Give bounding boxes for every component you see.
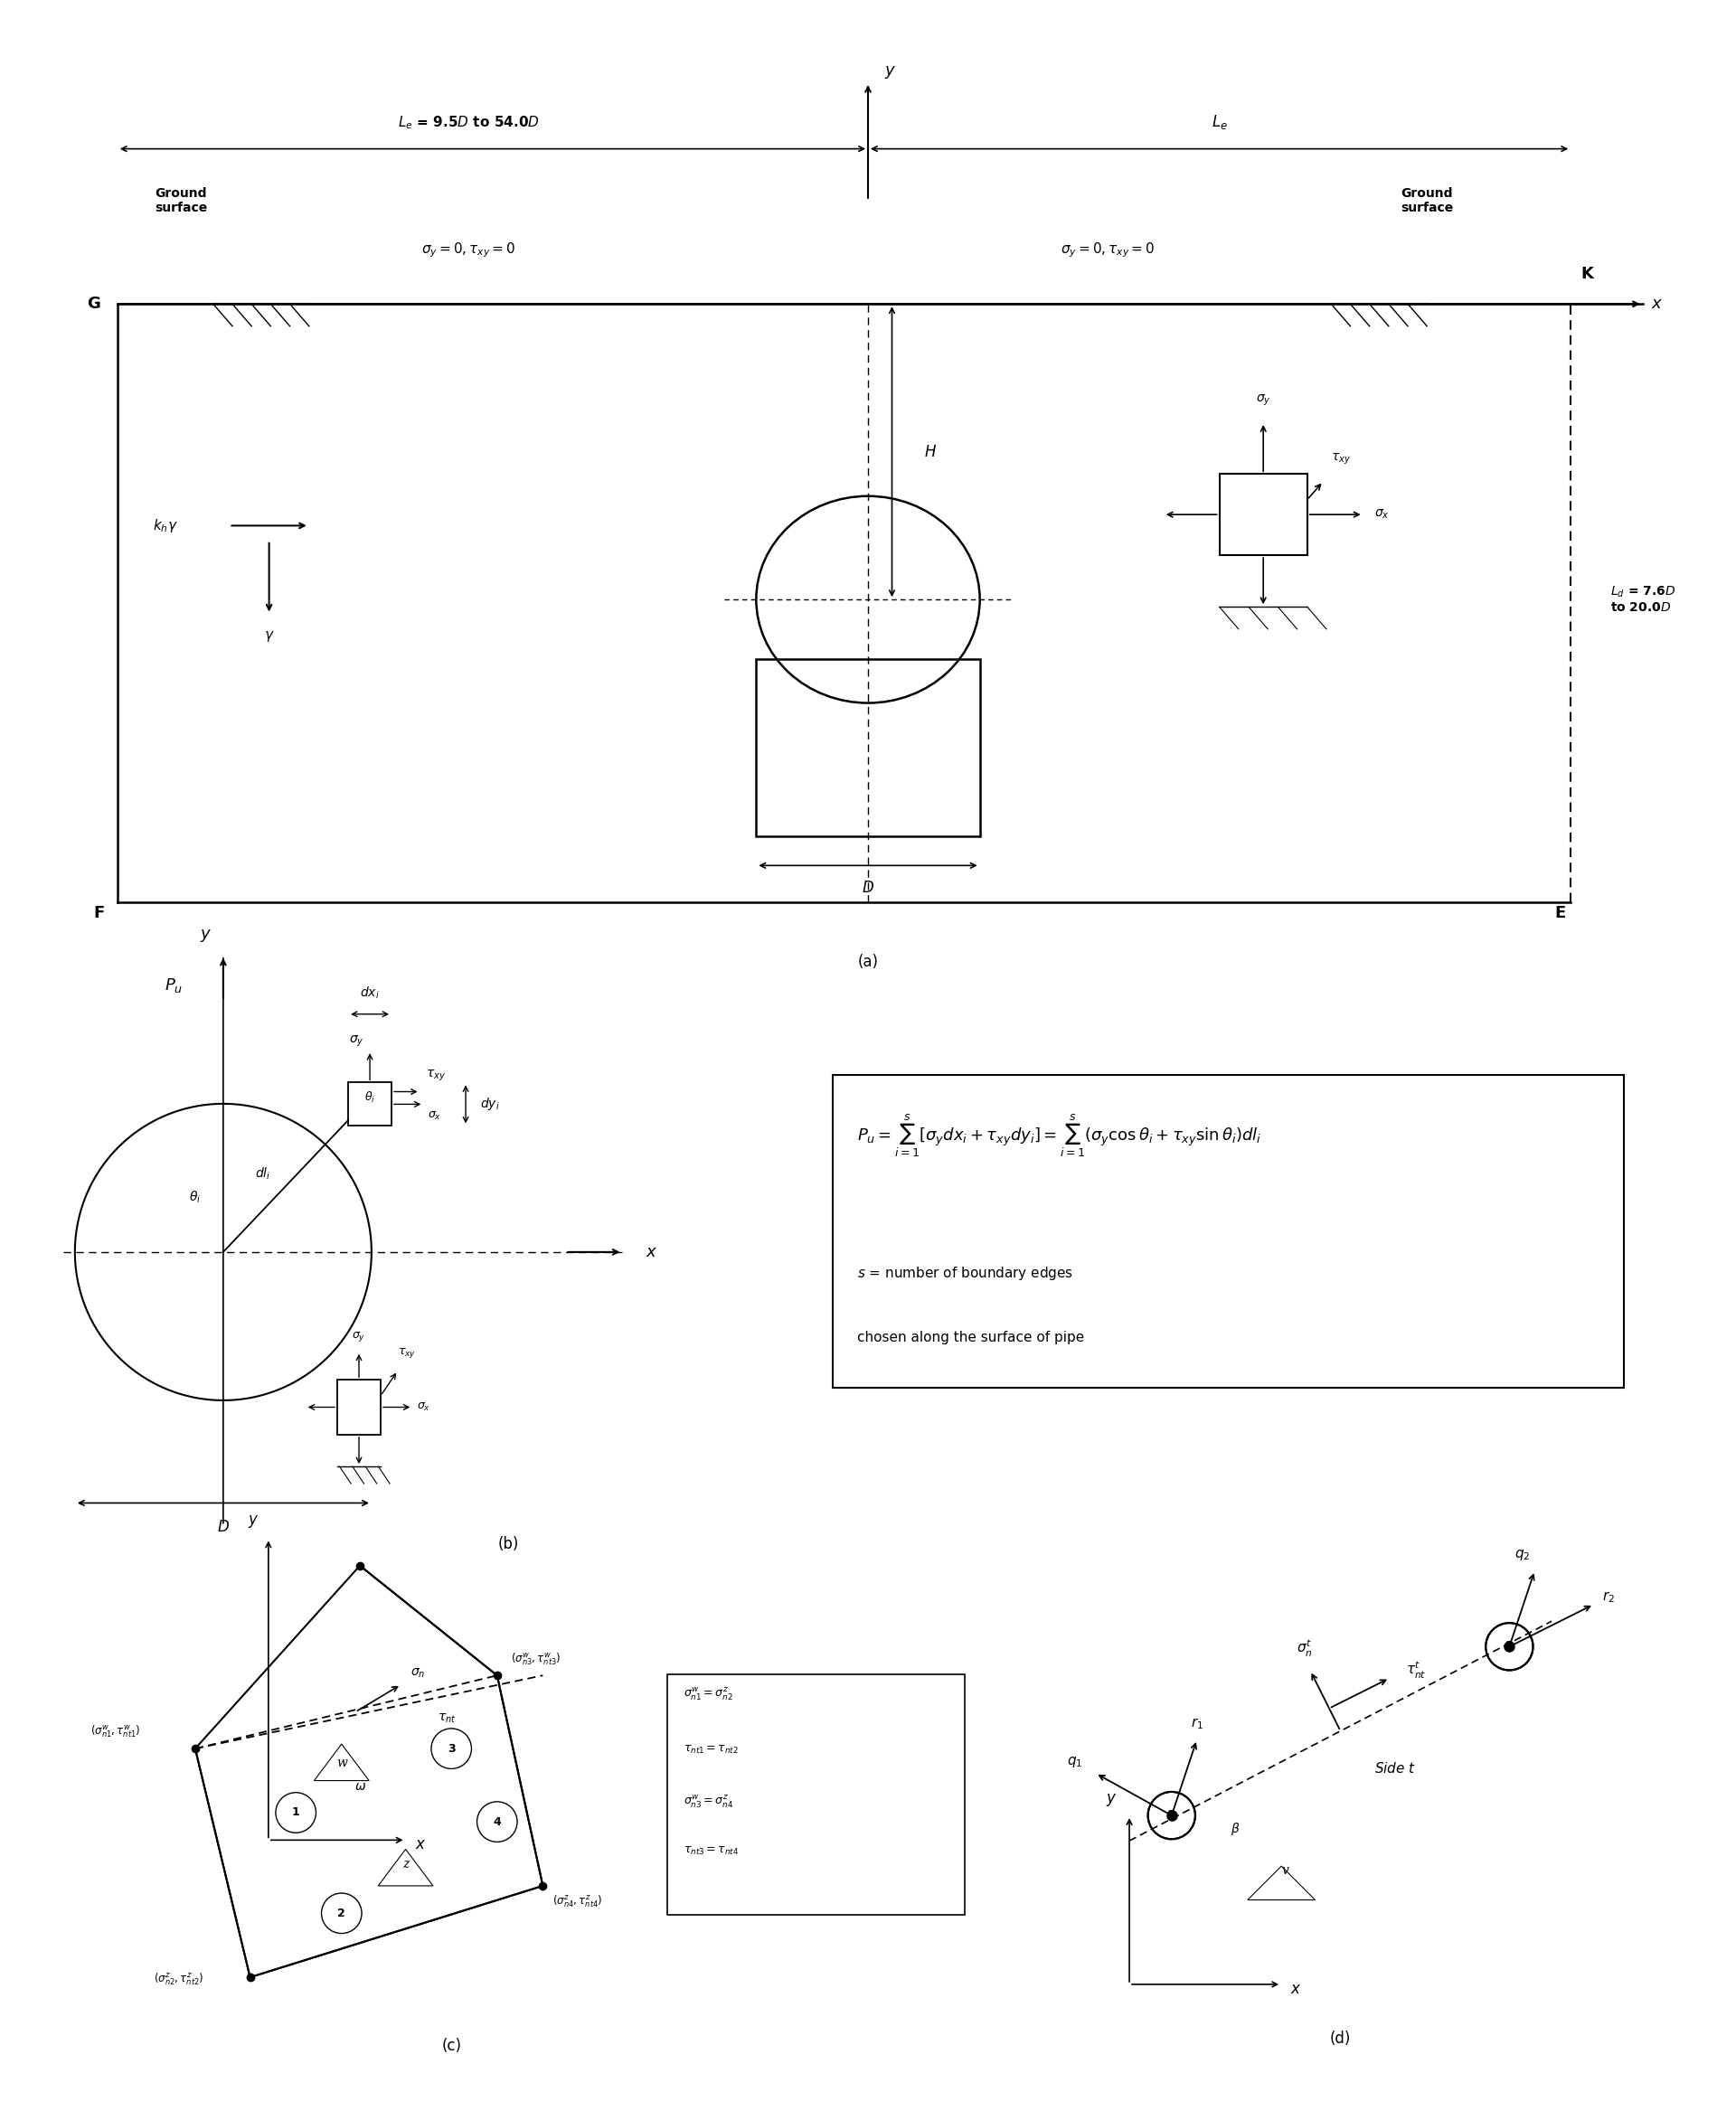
Text: $dy_i$: $dy_i$ <box>481 1096 500 1112</box>
Text: $L_d$ = 7.6$D$
to 20.0$D$: $L_d$ = 7.6$D$ to 20.0$D$ <box>1611 585 1675 614</box>
Text: $r_1$: $r_1$ <box>1191 1716 1203 1731</box>
Text: $y$: $y$ <box>248 1514 259 1530</box>
Text: $\tau_{nt1} = \tau_{nt2}$: $\tau_{nt1} = \tau_{nt2}$ <box>682 1744 738 1756</box>
Text: $\tau_{nt3} = \tau_{nt4}$: $\tau_{nt3} = \tau_{nt4}$ <box>682 1845 738 1858</box>
Text: $\tau_{xy}$: $\tau_{xy}$ <box>425 1068 446 1083</box>
Text: $\omega$: $\omega$ <box>354 1780 366 1792</box>
Text: Ground
surface: Ground surface <box>155 188 208 213</box>
Text: (b): (b) <box>498 1537 519 1552</box>
Text: E: E <box>1555 906 1566 920</box>
Text: $\sigma_{n1}^w = \sigma_{n2}^z$: $\sigma_{n1}^w = \sigma_{n2}^z$ <box>682 1687 733 1701</box>
Text: $\sigma_n^t$: $\sigma_n^t$ <box>1297 1638 1312 1659</box>
Text: $\sigma_y$: $\sigma_y$ <box>349 1034 365 1049</box>
Text: $P_u = \sum_{i=1}^{s}[\sigma_y dx_i + \tau_{xy} dy_i] = \sum_{i=1}^{s}(\sigma_y : $P_u = \sum_{i=1}^{s}[\sigma_y dx_i + \t… <box>858 1112 1262 1159</box>
Text: Side $t$: Side $t$ <box>1375 1761 1417 1775</box>
Text: $\theta_i$: $\theta_i$ <box>365 1089 375 1104</box>
Text: F: F <box>94 906 104 920</box>
Text: 2: 2 <box>337 1908 345 1919</box>
Bar <box>757 659 979 836</box>
Text: $\tau_{nt}$: $\tau_{nt}$ <box>437 1712 457 1725</box>
Text: $\gamma$: $\gamma$ <box>264 629 274 644</box>
Text: 4: 4 <box>493 1815 502 1828</box>
Text: $L_e$: $L_e$ <box>1212 114 1227 131</box>
Text: (c): (c) <box>441 2037 462 2054</box>
Text: $\sigma_y$: $\sigma_y$ <box>352 1330 366 1343</box>
Text: $\sigma_y = 0, \tau_{xy} = 0$: $\sigma_y = 0, \tau_{xy} = 0$ <box>1061 241 1154 260</box>
Text: 2: 2 <box>1505 1640 1514 1653</box>
Text: $L_e$ = 9.5$D$ to 54.0$D$: $L_e$ = 9.5$D$ to 54.0$D$ <box>398 114 540 131</box>
Text: $(\sigma_{n2}^z, \tau_{nt2}^z)$: $(\sigma_{n2}^z, \tau_{nt2}^z)$ <box>155 1972 205 1986</box>
Text: w: w <box>337 1756 347 1769</box>
Text: $\sigma_x$: $\sigma_x$ <box>417 1402 431 1412</box>
Text: $(\sigma_{n1}^w, \tau_{nt1}^w)$: $(\sigma_{n1}^w, \tau_{nt1}^w)$ <box>90 1725 141 1739</box>
Text: z: z <box>403 1858 410 1870</box>
Text: v: v <box>1281 1864 1288 1877</box>
Text: $P_u$: $P_u$ <box>165 975 184 994</box>
Text: $\sigma_y$: $\sigma_y$ <box>1255 393 1271 407</box>
Text: $dl_i$: $dl_i$ <box>255 1165 271 1182</box>
Text: $\theta_i$: $\theta_i$ <box>189 1188 201 1205</box>
Text: $y$: $y$ <box>200 927 212 944</box>
Text: $(\sigma_{n4}^z, \tau_{nt4}^z)$: $(\sigma_{n4}^z, \tau_{nt4}^z)$ <box>552 1894 602 1908</box>
Text: Ground
surface: Ground surface <box>1401 188 1453 213</box>
Text: $q_2$: $q_2$ <box>1514 1547 1529 1562</box>
Text: $\sigma_x$: $\sigma_x$ <box>1375 509 1389 521</box>
Bar <box>1219 475 1307 555</box>
Text: $dx_i$: $dx_i$ <box>359 986 380 1001</box>
Text: G: G <box>87 296 101 312</box>
Bar <box>349 1083 392 1125</box>
Text: $H$: $H$ <box>924 443 937 460</box>
Text: $x$: $x$ <box>415 1837 425 1853</box>
Text: $(\sigma_{n3}^w, \tau_{nt3}^w)$: $(\sigma_{n3}^w, \tau_{nt3}^w)$ <box>510 1651 561 1668</box>
Text: $r_2$: $r_2$ <box>1602 1590 1614 1604</box>
Text: K: K <box>1580 266 1594 281</box>
Text: $x$: $x$ <box>646 1243 658 1260</box>
Text: $\sigma_y = 0, \tau_{xy} = 0$: $\sigma_y = 0, \tau_{xy} = 0$ <box>422 241 516 260</box>
Bar <box>833 1074 1625 1389</box>
Bar <box>337 1381 380 1435</box>
Text: $s$ = number of boundary edges: $s$ = number of boundary edges <box>858 1264 1075 1281</box>
Text: $x$: $x$ <box>1651 296 1663 312</box>
Text: $\tau_{xy}$: $\tau_{xy}$ <box>1332 452 1351 467</box>
Text: $\sigma_n$: $\sigma_n$ <box>410 1666 425 1680</box>
Text: $D$: $D$ <box>217 1518 229 1535</box>
Text: chosen along the surface of pipe: chosen along the surface of pipe <box>858 1332 1085 1345</box>
Text: (a): (a) <box>858 954 878 971</box>
Text: 1: 1 <box>292 1807 300 1818</box>
Text: $\sigma_x$: $\sigma_x$ <box>429 1110 441 1121</box>
Text: $\tau_{xy}$: $\tau_{xy}$ <box>398 1345 417 1359</box>
Text: $\sigma_{n3}^w = \sigma_{n4}^z$: $\sigma_{n3}^w = \sigma_{n4}^z$ <box>682 1794 733 1809</box>
Text: $y$: $y$ <box>884 63 896 80</box>
Text: $y$: $y$ <box>1106 1792 1116 1809</box>
Text: (d): (d) <box>1330 2031 1351 2048</box>
Text: $x$: $x$ <box>1290 1980 1300 1997</box>
Text: 3: 3 <box>448 1744 455 1754</box>
Text: 1: 1 <box>1167 1809 1175 1822</box>
Text: $D$: $D$ <box>861 880 875 895</box>
Text: $\tau_{nt}^t$: $\tau_{nt}^t$ <box>1406 1659 1425 1680</box>
Text: $\beta$: $\beta$ <box>1231 1820 1240 1837</box>
Text: $k_h\gamma$: $k_h\gamma$ <box>153 517 177 534</box>
Text: $q_1$: $q_1$ <box>1068 1754 1083 1769</box>
